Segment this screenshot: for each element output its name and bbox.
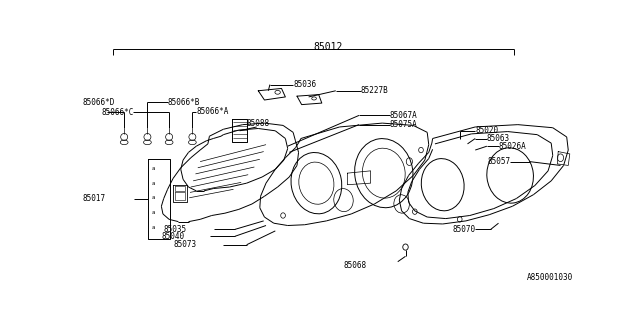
Text: 85026A: 85026A: [499, 142, 526, 151]
Text: 85067A: 85067A: [390, 111, 418, 120]
Text: a: a: [152, 225, 156, 230]
Text: 85036: 85036: [293, 80, 316, 89]
Text: 85020: 85020: [476, 126, 499, 135]
Text: A850001030: A850001030: [527, 273, 573, 282]
Text: 85227B: 85227B: [360, 86, 388, 95]
Text: 85073: 85073: [173, 240, 196, 249]
Text: 85075A: 85075A: [390, 120, 418, 129]
Text: 85040: 85040: [161, 232, 184, 241]
Text: 85088: 85088: [246, 119, 269, 128]
Text: 85063: 85063: [487, 134, 510, 143]
Text: a: a: [152, 210, 156, 215]
Text: 85057: 85057: [487, 157, 510, 166]
Text: 85066*B: 85066*B: [168, 98, 200, 107]
Text: 85035: 85035: [164, 225, 187, 234]
Text: 85066*D: 85066*D: [83, 98, 115, 107]
Text: 85068: 85068: [344, 261, 367, 270]
Text: a: a: [152, 166, 156, 171]
Text: 85017: 85017: [83, 194, 106, 203]
Text: 85066*C: 85066*C: [102, 108, 134, 117]
Text: 85070: 85070: [452, 225, 476, 234]
Text: 85066*A: 85066*A: [196, 107, 228, 116]
Text: 85012: 85012: [314, 42, 342, 52]
Text: a: a: [152, 196, 156, 200]
Text: a: a: [152, 181, 156, 186]
